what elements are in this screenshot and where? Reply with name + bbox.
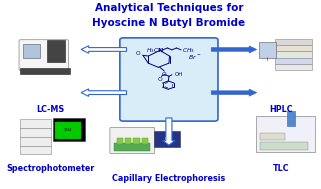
FancyBboxPatch shape bbox=[47, 40, 65, 62]
FancyBboxPatch shape bbox=[20, 68, 70, 74]
FancyBboxPatch shape bbox=[275, 64, 312, 70]
FancyBboxPatch shape bbox=[287, 112, 295, 126]
FancyBboxPatch shape bbox=[55, 122, 81, 139]
FancyBboxPatch shape bbox=[260, 133, 285, 140]
Text: $Br^-$: $Br^-$ bbox=[188, 53, 201, 61]
FancyBboxPatch shape bbox=[20, 119, 51, 128]
FancyBboxPatch shape bbox=[110, 127, 155, 154]
FancyBboxPatch shape bbox=[117, 138, 123, 144]
Text: Capillary Electrophoresis: Capillary Electrophoresis bbox=[112, 174, 226, 184]
Polygon shape bbox=[211, 46, 257, 53]
FancyBboxPatch shape bbox=[23, 44, 40, 57]
FancyBboxPatch shape bbox=[114, 143, 150, 151]
FancyBboxPatch shape bbox=[260, 142, 308, 150]
FancyBboxPatch shape bbox=[275, 51, 312, 57]
FancyBboxPatch shape bbox=[259, 42, 276, 58]
FancyBboxPatch shape bbox=[20, 128, 51, 137]
FancyBboxPatch shape bbox=[275, 58, 312, 64]
FancyBboxPatch shape bbox=[133, 138, 140, 144]
Text: 1234: 1234 bbox=[64, 128, 72, 132]
FancyBboxPatch shape bbox=[275, 45, 312, 51]
FancyBboxPatch shape bbox=[256, 116, 315, 152]
FancyBboxPatch shape bbox=[275, 39, 312, 45]
FancyBboxPatch shape bbox=[142, 138, 148, 144]
FancyBboxPatch shape bbox=[20, 137, 51, 146]
FancyBboxPatch shape bbox=[154, 131, 180, 147]
Text: O: O bbox=[162, 72, 167, 77]
Polygon shape bbox=[163, 118, 175, 145]
Text: Analytical Techniques for: Analytical Techniques for bbox=[95, 3, 243, 13]
FancyBboxPatch shape bbox=[120, 38, 218, 121]
Text: $CH_3$: $CH_3$ bbox=[182, 46, 195, 55]
Text: O: O bbox=[158, 77, 162, 82]
Polygon shape bbox=[81, 89, 126, 96]
Polygon shape bbox=[81, 46, 126, 53]
FancyBboxPatch shape bbox=[53, 118, 85, 141]
Text: LC-MS: LC-MS bbox=[37, 105, 65, 114]
Text: TLC: TLC bbox=[273, 164, 289, 173]
Text: Spectrophotometer: Spectrophotometer bbox=[7, 164, 95, 173]
Text: O: O bbox=[136, 51, 141, 57]
FancyBboxPatch shape bbox=[19, 40, 68, 70]
Text: N: N bbox=[157, 48, 162, 53]
FancyBboxPatch shape bbox=[125, 138, 131, 144]
Polygon shape bbox=[211, 89, 257, 96]
Text: CE: CE bbox=[164, 137, 170, 141]
FancyBboxPatch shape bbox=[20, 146, 51, 154]
Text: Hyoscine N Butyl Bromide: Hyoscine N Butyl Bromide bbox=[92, 18, 246, 28]
Text: HPLC: HPLC bbox=[269, 105, 293, 114]
Text: $H_3C$: $H_3C$ bbox=[146, 46, 160, 55]
Text: OH: OH bbox=[175, 72, 183, 77]
